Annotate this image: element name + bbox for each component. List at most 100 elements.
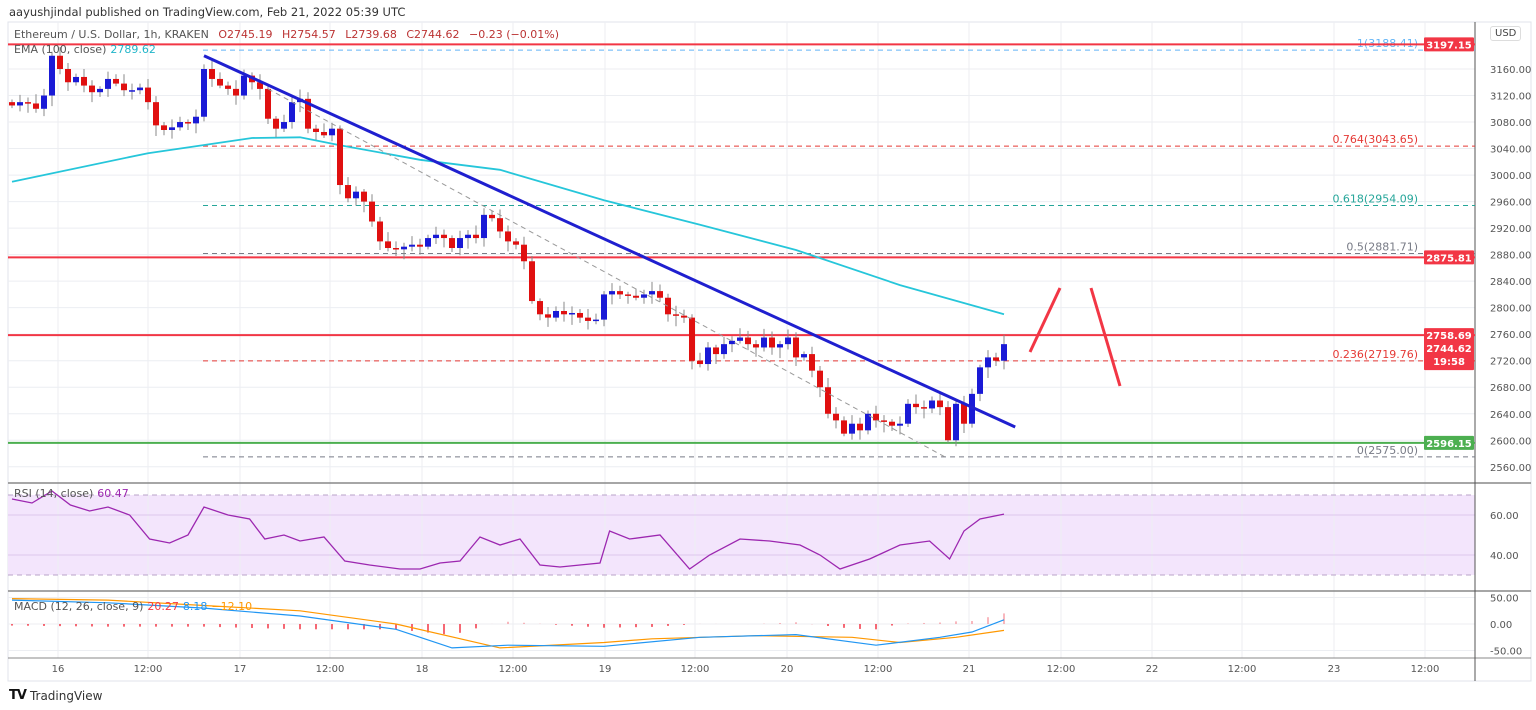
tradingview-logo[interactable]: 𝗧𝗩 TradingView xyxy=(9,688,102,703)
candle-body xyxy=(81,76,87,86)
candle-body xyxy=(225,85,231,89)
candle xyxy=(521,236,527,270)
candle-body xyxy=(129,90,135,92)
dashed-channel-line xyxy=(267,88,946,458)
candle-body xyxy=(305,98,311,129)
candle xyxy=(89,80,95,103)
rsi-band xyxy=(8,495,1475,575)
candle-body xyxy=(537,301,543,315)
candle xyxy=(569,306,575,325)
candle xyxy=(313,124,319,140)
candle-body xyxy=(153,102,159,126)
candle-body xyxy=(145,87,151,103)
last-price-tag-bg xyxy=(1424,328,1474,371)
candle xyxy=(881,415,887,433)
candle xyxy=(369,194,375,227)
candle-body xyxy=(353,191,359,199)
candle xyxy=(233,80,239,105)
candle-body xyxy=(729,340,735,345)
candle xyxy=(993,352,999,367)
ema-legend[interactable]: EMA (100, close) 2789.62 xyxy=(14,43,156,56)
rsi-legend[interactable]: RSI (14, close) 60.47 xyxy=(14,487,129,500)
last-price-tag: 2744.62 xyxy=(1426,344,1472,355)
last-price-tag: 19:58 xyxy=(1433,357,1465,368)
candle xyxy=(441,229,447,248)
candle-body xyxy=(337,128,343,186)
price-tick-label: 2680.00 xyxy=(1490,383,1531,394)
candle-body xyxy=(929,400,935,409)
candle xyxy=(65,63,71,91)
candle-body xyxy=(121,83,127,91)
candle-body xyxy=(745,337,751,345)
candle-body xyxy=(433,234,439,239)
candle xyxy=(433,226,439,245)
candle-body xyxy=(849,423,855,434)
price-tick-label: 2800.00 xyxy=(1490,304,1531,315)
symbol-legend: Ethereum / U.S. Dollar, 1h, KRAKEN O2745… xyxy=(14,28,559,41)
candle xyxy=(641,289,647,304)
candle-body xyxy=(961,403,967,424)
candle-body xyxy=(33,103,39,109)
price-tick-label: 2600.00 xyxy=(1490,436,1531,447)
time-tick-label: 23 xyxy=(1328,664,1341,675)
candle xyxy=(353,186,359,206)
candle-body xyxy=(513,241,519,245)
candle xyxy=(305,92,311,134)
candle xyxy=(561,301,567,322)
candle-body xyxy=(649,291,655,295)
time-tick-label: 16 xyxy=(52,664,65,675)
candle-body xyxy=(321,131,327,136)
candle-body xyxy=(89,85,95,93)
candle xyxy=(713,344,719,365)
candle-body xyxy=(641,294,647,298)
macd-legend[interactable]: MACD (12, 26, close, 9) 20.27 8.18 −12.10 xyxy=(14,600,252,613)
candle xyxy=(289,97,295,129)
candle xyxy=(681,309,687,323)
candle-body xyxy=(401,246,407,250)
candle-body xyxy=(897,423,903,426)
candle xyxy=(401,242,407,260)
candle xyxy=(769,331,775,355)
price-tick-label: 3160.00 xyxy=(1490,65,1531,76)
candle xyxy=(273,116,279,138)
candle-body xyxy=(905,403,911,424)
candle xyxy=(481,208,487,247)
candle-body xyxy=(617,291,623,295)
candle xyxy=(185,119,191,130)
candle xyxy=(177,116,183,131)
candle xyxy=(497,209,503,239)
candle-body xyxy=(705,347,711,365)
candle xyxy=(169,119,175,139)
candle xyxy=(649,281,655,304)
macd-label: MACD (12, 26, close, 9) xyxy=(14,600,144,613)
candle xyxy=(889,419,895,431)
currency-button[interactable]: USD xyxy=(1490,26,1522,41)
candle-body xyxy=(65,69,71,83)
candle xyxy=(537,298,543,321)
candle xyxy=(153,96,159,136)
candle-body xyxy=(761,337,767,348)
level-price-tag-bg xyxy=(1424,250,1474,265)
candle-body xyxy=(97,88,103,93)
candle-body xyxy=(545,314,551,318)
candle-body xyxy=(689,317,695,361)
candle xyxy=(193,109,199,134)
candle xyxy=(833,407,839,429)
candle-body xyxy=(185,122,191,124)
candle xyxy=(849,415,855,440)
candle xyxy=(505,225,511,252)
candle-body xyxy=(393,248,399,250)
candle xyxy=(129,83,135,100)
candle xyxy=(929,396,935,414)
price-tick-label: 2560.00 xyxy=(1490,463,1531,474)
candle xyxy=(609,283,615,305)
candle xyxy=(729,336,735,353)
candle xyxy=(425,234,431,250)
candle-body xyxy=(265,88,271,119)
candle xyxy=(801,351,807,361)
candle xyxy=(697,352,703,368)
candle-body xyxy=(945,407,951,441)
candle xyxy=(449,235,455,252)
ema-value: 2789.62 xyxy=(110,43,156,56)
